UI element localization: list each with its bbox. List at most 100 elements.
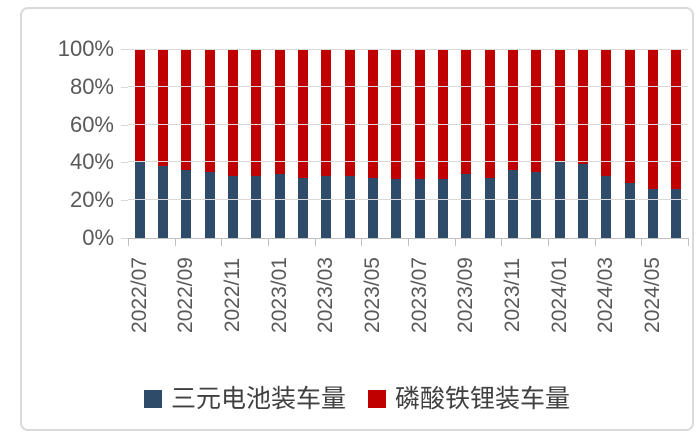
y-tick-mark: [121, 49, 128, 50]
segment-ncm: [274, 173, 285, 238]
segment-lfp: [251, 49, 262, 176]
x-tick-mark: [548, 238, 549, 246]
segment-ncm: [647, 188, 658, 238]
x-tick-label: 2023/01: [267, 257, 291, 333]
x-tick-mark: [174, 238, 176, 246]
x-tick-mark: [128, 238, 129, 246]
segment-ncm: [321, 175, 332, 238]
bar-2023/07: [408, 49, 431, 238]
segment-lfp: [344, 49, 355, 176]
segment-lfp: [624, 49, 635, 184]
segment-lfp: [157, 49, 168, 167]
segment-ncm: [554, 162, 565, 238]
segment-lfp: [274, 49, 285, 174]
bar-2024/03: [595, 49, 618, 238]
bar-2022/09: [175, 49, 198, 238]
bar-2023/10: [478, 49, 501, 238]
segment-lfp: [181, 49, 192, 170]
x-tick-mark: [594, 238, 596, 246]
plot-area: [128, 49, 688, 239]
gridline: [128, 85, 688, 87]
bar-2024/06: [665, 49, 688, 238]
y-tick-label: 20%: [69, 187, 114, 213]
gridline: [128, 123, 688, 125]
segment-lfp: [367, 49, 378, 178]
chart-frame: 0% 20% 40% 60% 80% 100% 2022/07 2022/09 2022/11…: [20, 7, 694, 431]
y-tick-label: 100%: [57, 36, 114, 61]
x-tick-label: 2022/09: [174, 257, 198, 333]
segment-ncm: [134, 162, 145, 238]
segment-lfp: [414, 49, 425, 180]
x-tick-mark: [221, 238, 223, 246]
chart-legend: 三元电池装车量 磷酸铁锂装车量: [22, 381, 692, 417]
segment-lfp: [321, 49, 332, 176]
bar-2022/11: [221, 49, 244, 238]
segment-ncm: [227, 175, 238, 238]
segment-lfp: [227, 49, 238, 176]
bar-2023/05: [361, 49, 384, 238]
x-tick-mark: [314, 238, 316, 246]
segment-lfp: [507, 49, 518, 170]
segment-ncm: [601, 175, 612, 238]
segment-lfp: [601, 49, 612, 176]
bar-2024/01: [548, 49, 571, 238]
segment-lfp: [297, 49, 308, 178]
segment-ncm: [204, 171, 215, 238]
segment-ncm: [461, 173, 472, 238]
bars-container: [128, 49, 688, 238]
segment-ncm: [531, 171, 542, 238]
bar-2024/05: [641, 49, 664, 238]
segment-lfp: [134, 49, 145, 163]
y-tick-label: 80%: [69, 73, 114, 99]
segment-ncm: [437, 179, 448, 238]
gridline: [128, 199, 688, 201]
x-tick-mark: [641, 238, 643, 246]
x-tick-label: 2023/05: [361, 257, 385, 333]
segment-ncm: [344, 175, 355, 238]
segment-lfp: [437, 49, 448, 180]
bar-2022/10: [198, 49, 221, 238]
bar-2024/04: [618, 49, 641, 238]
legend-label: 三元电池装车量: [170, 385, 346, 413]
segment-ncm: [391, 179, 402, 238]
gridline: [128, 49, 688, 50]
x-tick-label: 2023/11: [501, 257, 525, 333]
x-tick-mark: [454, 238, 456, 246]
legend-swatch-icon: [368, 390, 386, 408]
bar-2023/11: [501, 49, 524, 238]
legend-item: 磷酸铁锂装车量: [368, 385, 570, 413]
legend-label: 磷酸铁锂装车量: [395, 385, 571, 413]
y-tick-label: 0%: [82, 225, 114, 250]
segment-ncm: [297, 177, 308, 238]
bar-2023/08: [431, 49, 454, 238]
x-tick-label: 2022/07: [127, 257, 151, 333]
segment-ncm: [484, 177, 495, 238]
segment-lfp: [461, 49, 472, 174]
segment-ncm: [157, 166, 168, 238]
x-tick-mark: [688, 238, 689, 246]
bar-2023/06: [385, 49, 408, 238]
bar-2023/03: [315, 49, 338, 238]
segment-lfp: [554, 49, 565, 163]
segment-ncm: [577, 164, 588, 238]
segment-lfp: [671, 49, 682, 189]
x-tick-mark: [268, 238, 269, 246]
y-tick-label: 40%: [69, 149, 114, 175]
x-tick-label: 2023/03: [314, 257, 338, 333]
segment-lfp: [484, 49, 495, 178]
y-tick-mark: [121, 238, 128, 239]
x-tick-mark: [408, 238, 409, 246]
bar-2023/02: [291, 49, 314, 238]
x-tick-label: 2023/07: [407, 257, 431, 333]
bar-2024/02: [571, 49, 594, 238]
x-tick-label: 2024/03: [594, 257, 618, 333]
segment-ncm: [251, 175, 262, 238]
bar-2022/07: [128, 49, 151, 238]
x-tick-label: 2023/09: [454, 257, 478, 333]
x-tick-label: 2024/01: [547, 257, 571, 333]
x-tick-label: 2024/05: [641, 257, 665, 333]
bar-2022/08: [151, 49, 174, 238]
x-tick-label: 2022/11: [221, 257, 245, 333]
segment-lfp: [647, 49, 658, 189]
